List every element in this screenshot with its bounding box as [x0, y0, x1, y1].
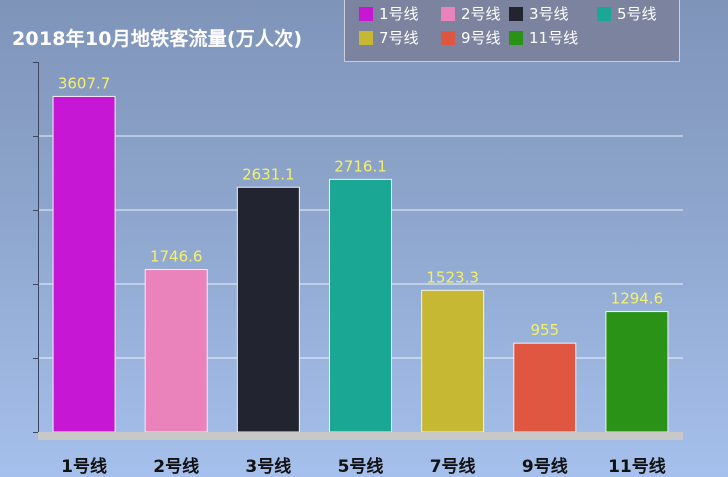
legend-swatch-line2 — [441, 7, 455, 21]
bar-value-label: 955 — [530, 321, 559, 339]
bar-value-label: 2716.1 — [334, 157, 387, 175]
legend-swatch-line3 — [509, 7, 523, 21]
legend-item-line3: 3号线 — [509, 3, 569, 24]
y-axis-tick — [33, 284, 39, 285]
legend-item-line5: 5号线 — [597, 3, 657, 24]
legend-swatch-line5 — [597, 7, 611, 21]
bar-3 — [236, 186, 300, 433]
bar-6 — [513, 342, 577, 433]
y-axis-tick — [33, 432, 39, 433]
bar-value-label: 1523.3 — [426, 268, 479, 286]
x-axis-floor — [38, 432, 683, 440]
x-axis-tick-label: 9号线 — [522, 456, 568, 477]
x-axis-tick-label: 11号线 — [608, 456, 666, 477]
y-axis-tick — [33, 136, 39, 137]
bar-2 — [144, 269, 208, 433]
chart-title: 2018年10月地铁客流量(万人次) — [12, 28, 303, 50]
legend-label-line7: 7号线 — [379, 29, 419, 47]
legend-label-line1: 1号线 — [379, 5, 419, 23]
legend-label-line11: 11号线 — [529, 29, 579, 47]
x-axis-tick-label: 1号线 — [61, 456, 107, 477]
legend-item-line1: 1号线 — [359, 3, 419, 24]
bar-7 — [605, 311, 669, 433]
legend-label-line5: 5号线 — [617, 5, 657, 23]
chart-legend: 1号线 2号线 3号线 5号线 7号线 9号线 11号线 — [344, 0, 680, 62]
legend-label-line9: 9号线 — [461, 29, 501, 47]
y-axis-tick — [33, 210, 39, 211]
legend-item-line11: 11号线 — [509, 27, 578, 48]
legend-item-line9: 9号线 — [441, 27, 501, 48]
legend-swatch-line11 — [509, 31, 523, 45]
bar-value-label: 2631.1 — [242, 165, 295, 183]
legend-item-line7: 7号线 — [359, 27, 419, 48]
x-axis-tick-label: 7号线 — [430, 456, 476, 477]
bar-5 — [421, 289, 485, 433]
bar-value-label: 1294.6 — [611, 290, 664, 308]
x-axis-tick-label: 3号线 — [245, 456, 291, 477]
y-axis-tick — [33, 62, 39, 63]
x-axis-tick-label: 5号线 — [338, 456, 384, 477]
legend-label-line3: 3号线 — [529, 5, 569, 23]
legend-swatch-line9 — [441, 31, 455, 45]
bar-1 — [52, 95, 116, 433]
legend-label-line2: 2号线 — [461, 5, 501, 23]
y-axis-line — [38, 62, 39, 434]
bar-value-label: 3607.7 — [58, 74, 111, 92]
x-axis-tick-label: 2号线 — [153, 456, 199, 477]
legend-swatch-line7 — [359, 31, 373, 45]
y-axis-tick — [33, 358, 39, 359]
bar-value-label: 1746.6 — [150, 248, 203, 266]
legend-swatch-line1 — [359, 7, 373, 21]
bar-4 — [329, 178, 392, 433]
legend-item-line2: 2号线 — [441, 3, 501, 24]
